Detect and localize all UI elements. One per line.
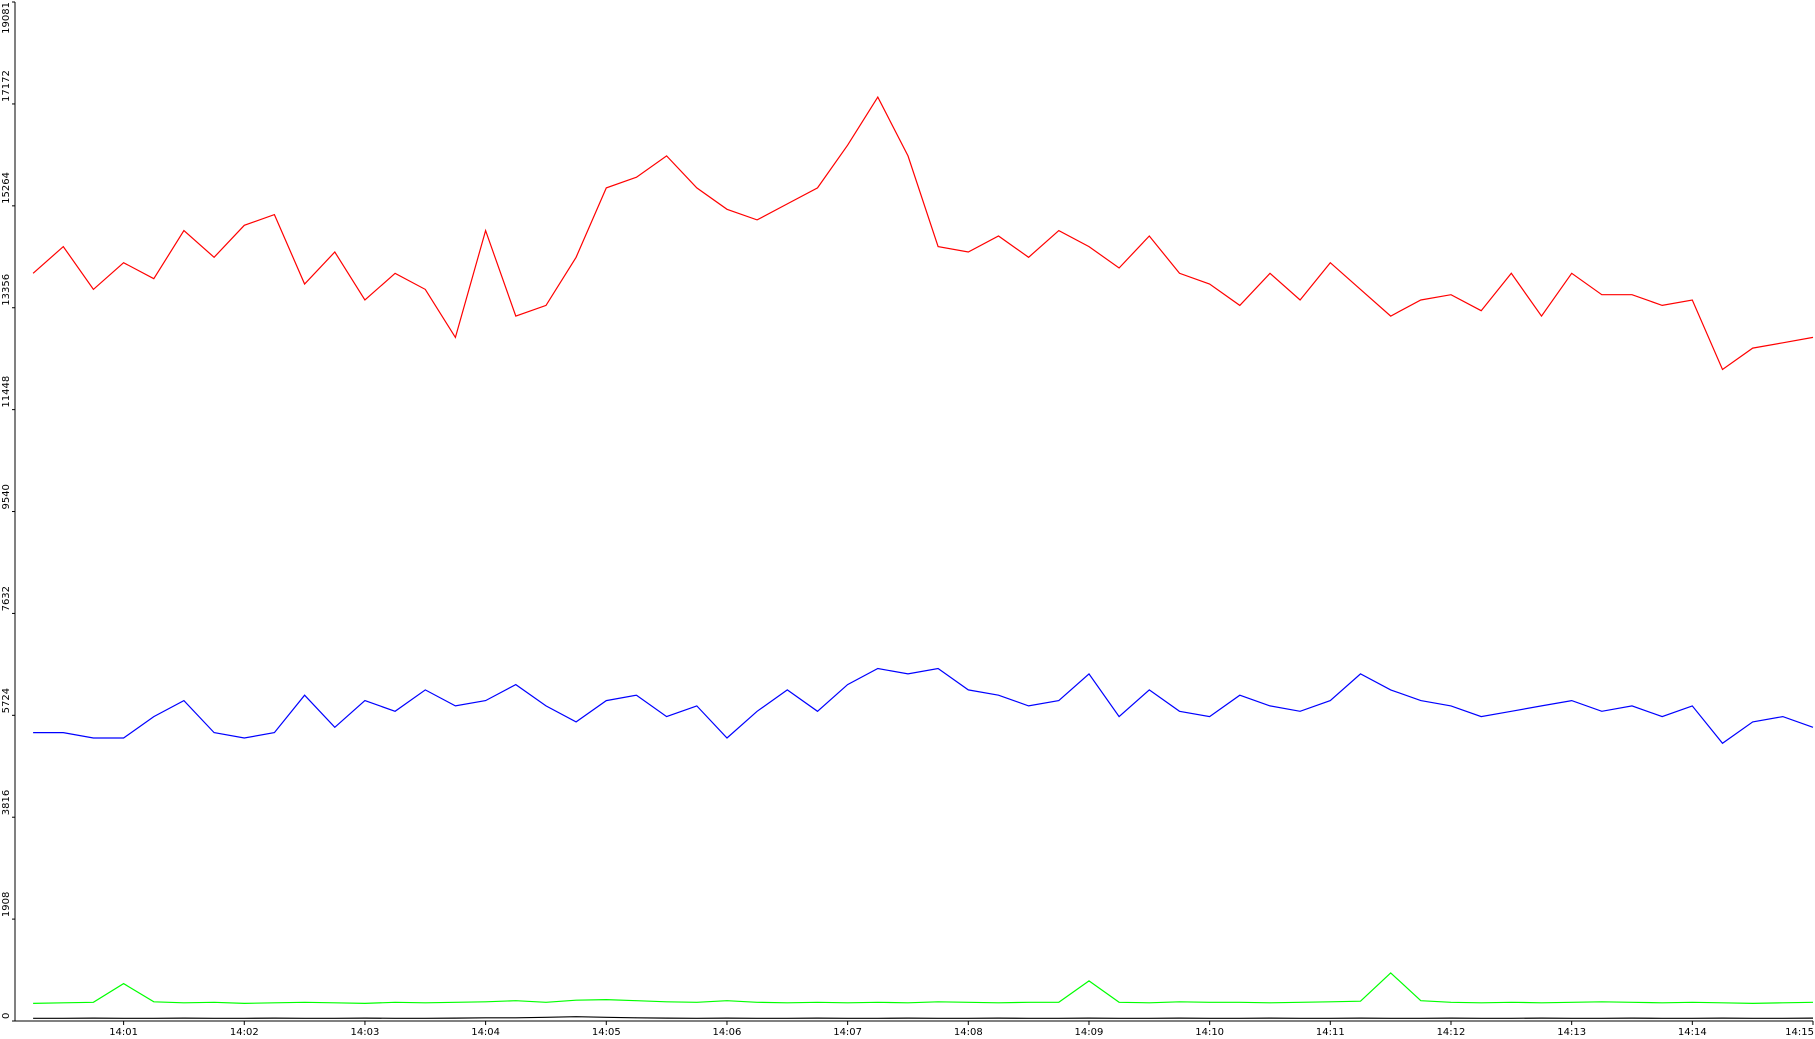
x-tick-label: 14:03 [351,1027,380,1038]
y-tick-label: 3816 [1,790,12,815]
x-tick-label: 14:02 [230,1027,259,1038]
y-tick-label: 15264 [1,172,12,204]
series-line [33,667,1814,745]
x-tick-label: 14:12 [1437,1027,1466,1038]
y-tick-label: 19081 [1,2,12,34]
y-tick-label: 0 [1,1013,12,1019]
x-tick-label: 14:11 [1316,1027,1345,1038]
y-tick-label: 17172 [1,70,12,102]
y-tick-label: 11448 [1,376,12,408]
x-tick-label: 14:06 [713,1027,742,1038]
y-tick-label: 1908 [1,892,12,917]
y-tick-label: 7632 [1,586,12,611]
x-tick-label: 14:09 [1075,1027,1104,1038]
x-tick-label: 14:05 [592,1027,621,1038]
y-tick-label: 9540 [1,484,12,509]
x-tick-label: 14:07 [833,1027,862,1038]
y-tick-label: 5724 [1,688,12,713]
y-tick-label: 13356 [1,274,12,306]
series-line [32,95,1814,371]
x-tick-label: 14:13 [1557,1027,1586,1038]
x-tick-label: 14:01 [109,1027,138,1038]
series-line [33,972,1814,1005]
x-tick-label: 14:10 [1195,1027,1224,1038]
x-tick-label: 14:14 [1678,1027,1707,1038]
x-tick-label: 14:08 [954,1027,983,1038]
x-tick-label: 14:15 [1785,1027,1814,1038]
series-line [33,1016,1814,1019]
x-tick-label: 14:04 [471,1027,500,1038]
